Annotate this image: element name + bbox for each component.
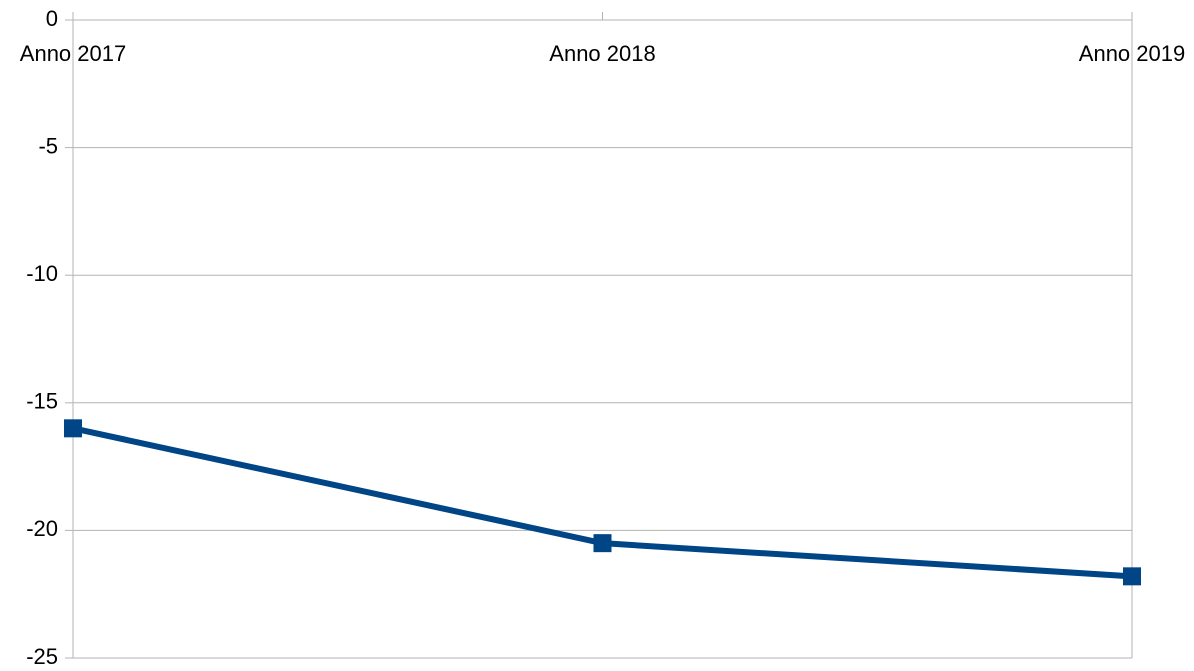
series-line bbox=[72, 425, 1133, 580]
x-tick-label: Anno 2019 bbox=[1079, 41, 1185, 66]
point-marker bbox=[64, 419, 82, 438]
y-tick-label: -20 bbox=[26, 516, 58, 541]
point-marker bbox=[1123, 567, 1141, 586]
y-tick-label: -25 bbox=[26, 644, 58, 669]
y-tick-label: -10 bbox=[26, 261, 58, 286]
x-tick-label: Anno 2018 bbox=[549, 41, 655, 66]
y-tick-label: -5 bbox=[38, 133, 58, 158]
y-tick-label: 0 bbox=[46, 6, 58, 31]
x-tick-label: Anno 2017 bbox=[20, 41, 126, 66]
y-tick-label: -15 bbox=[26, 389, 58, 414]
point-marker bbox=[593, 534, 612, 553]
